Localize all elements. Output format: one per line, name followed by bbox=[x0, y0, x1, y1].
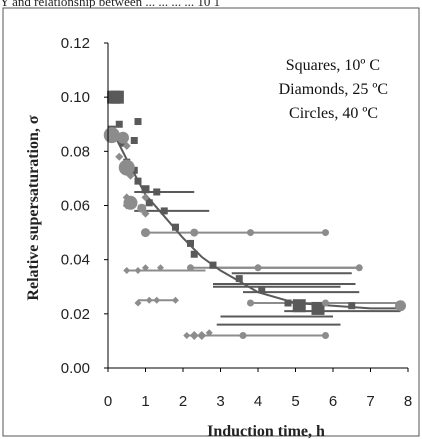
square-point bbox=[172, 223, 179, 231]
square-point bbox=[110, 90, 124, 104]
square-point bbox=[284, 299, 292, 307]
chart-border bbox=[2, 7, 420, 437]
x-tick-label: 8 bbox=[404, 393, 412, 410]
circle-point bbox=[118, 159, 135, 176]
square-point bbox=[235, 275, 243, 283]
y-tick-label: 0.00 bbox=[61, 360, 90, 377]
square-point bbox=[209, 261, 217, 269]
circle-point bbox=[103, 127, 120, 144]
x-tick-label: 3 bbox=[216, 393, 224, 410]
circle-point bbox=[254, 264, 262, 272]
circle-point bbox=[123, 195, 138, 210]
circle-point bbox=[187, 264, 194, 272]
square-point bbox=[292, 299, 306, 313]
circle-point bbox=[247, 299, 254, 307]
circle-point bbox=[322, 332, 329, 339]
x-tick-label: 1 bbox=[141, 393, 149, 410]
diamond-point bbox=[134, 299, 142, 307]
y-tick-label: 0.06 bbox=[61, 198, 90, 215]
square-point bbox=[160, 207, 168, 215]
x-tick-label: 2 bbox=[179, 393, 187, 410]
y-tick-label: 0.02 bbox=[61, 306, 90, 323]
y-tick-label: 0.10 bbox=[61, 89, 90, 106]
square-point bbox=[130, 137, 138, 144]
diamond-point bbox=[197, 331, 207, 340]
diamond-point bbox=[205, 329, 213, 337]
square-point bbox=[134, 118, 142, 126]
annotation-squares: Squares, 10º C bbox=[286, 57, 380, 74]
square-point bbox=[258, 285, 266, 293]
x-tick-labels: 0 1 2 3 4 5 6 7 8 bbox=[104, 368, 412, 410]
diamond-point bbox=[142, 264, 149, 272]
y-tick-label: 0.12 bbox=[61, 35, 90, 52]
circle-point bbox=[322, 299, 329, 307]
data-markers bbox=[103, 90, 406, 340]
circle-point bbox=[137, 203, 147, 213]
x-tick-label: 4 bbox=[254, 393, 262, 410]
circle-point bbox=[141, 228, 150, 238]
circle-point bbox=[355, 264, 363, 272]
circle-point bbox=[239, 332, 247, 339]
diamond-point bbox=[157, 264, 164, 272]
circle-point bbox=[117, 131, 129, 144]
circle-point bbox=[247, 229, 254, 237]
circle-point bbox=[322, 229, 329, 237]
diamond-point bbox=[123, 267, 131, 274]
square-point bbox=[145, 199, 153, 207]
trend-curve bbox=[110, 129, 405, 310]
diamond-point bbox=[183, 332, 191, 339]
diamond-point bbox=[153, 296, 161, 304]
diamond-point bbox=[134, 267, 142, 274]
square-point bbox=[190, 250, 198, 258]
x-axis-title: Induction time, h bbox=[207, 423, 325, 439]
square-point bbox=[187, 239, 194, 247]
diamond-point bbox=[115, 152, 124, 161]
y-tick-label: 0.08 bbox=[61, 143, 90, 160]
circle-point bbox=[190, 228, 199, 237]
circle-point bbox=[395, 300, 406, 312]
square-point bbox=[141, 185, 150, 194]
y-tick-label: 0.04 bbox=[61, 252, 90, 269]
x-tick-label: 7 bbox=[366, 393, 374, 410]
y-tick-labels: 0.00 0.02 0.04 0.06 0.08 0.10 0.12 bbox=[61, 35, 108, 377]
x-tick-label: 6 bbox=[329, 393, 337, 410]
diamond-point bbox=[172, 296, 179, 304]
range-lines bbox=[126, 190, 401, 337]
cropped-caption-text: Y and relationship between ... ... ... .… bbox=[0, 0, 221, 8]
diamond-point bbox=[141, 193, 150, 202]
square-point bbox=[348, 302, 356, 310]
square-point bbox=[115, 120, 123, 128]
y-axis-title: Relative supersaturation, σ bbox=[25, 115, 42, 300]
square-point bbox=[311, 301, 325, 315]
annotation-circles: Circles, 40 ºC bbox=[289, 105, 378, 122]
diamond-point bbox=[122, 141, 131, 150]
x-tick-label: 5 bbox=[291, 393, 299, 410]
diamond-point bbox=[189, 331, 199, 340]
x-tick-label: 0 bbox=[104, 393, 112, 410]
square-point bbox=[153, 188, 161, 196]
diamond-point bbox=[145, 296, 153, 304]
annotation-diamonds: Diamonds, 25 ºC bbox=[279, 81, 388, 98]
square-point bbox=[134, 177, 142, 185]
